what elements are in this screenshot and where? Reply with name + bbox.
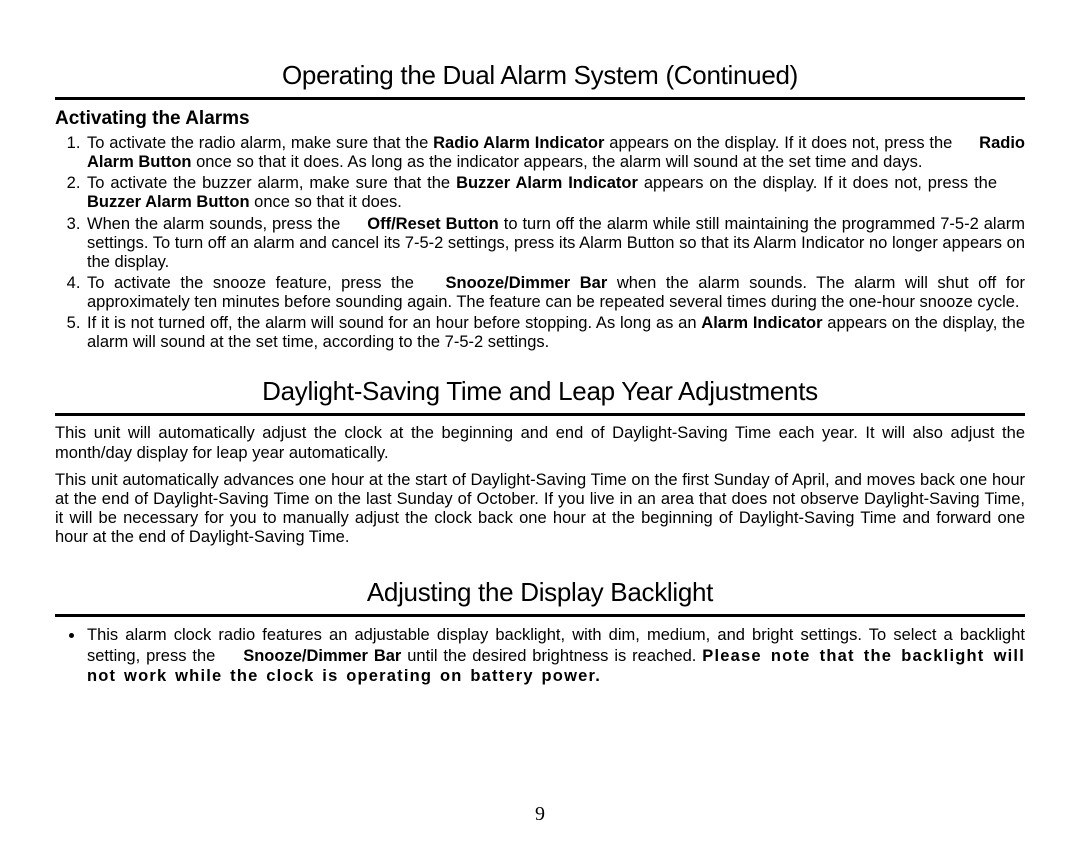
text: To activate the buzzer alarm, make sure … <box>87 174 456 192</box>
text: once so that it does. As long as the ind… <box>192 153 923 171</box>
bold-term: Off/Reset Button <box>367 215 498 233</box>
text: When the alarm sounds, press the <box>87 215 345 233</box>
dst-paragraph-2: This unit automatically advances one hou… <box>55 471 1025 548</box>
text: appears on the display. If it does not, … <box>604 134 957 152</box>
text: To activate the snooze feature, press th… <box>87 274 424 292</box>
list-item: To activate the snooze feature, press th… <box>85 274 1025 312</box>
bold-term: Snooze/Dimmer Bar <box>446 274 608 292</box>
list-item: This alarm clock radio features an adjus… <box>85 625 1025 687</box>
text: If it is not turned off, the alarm will … <box>87 314 701 332</box>
section-title-dst: Daylight-Saving Time and Leap Year Adjus… <box>55 376 1025 416</box>
text: To activate the radio alarm, make sure t… <box>87 134 433 152</box>
bold-term: Buzzer Alarm Indicator <box>456 174 638 192</box>
subhead-activating: Activating the Alarms <box>55 108 1025 130</box>
bold-term: Alarm Indicator <box>701 314 822 332</box>
bold-term: Buzzer Alarm Button <box>87 193 250 211</box>
alarm-steps-list: To activate the radio alarm, make sure t… <box>55 134 1025 352</box>
list-item: To activate the buzzer alarm, make sure … <box>85 174 1025 212</box>
section-title-operating: Operating the Dual Alarm System (Continu… <box>55 60 1025 100</box>
backlight-list: This alarm clock radio features an adjus… <box>55 625 1025 687</box>
section-title-backlight: Adjusting the Display Backlight <box>55 577 1025 617</box>
bold-term: Snooze/Dimmer Bar <box>243 647 401 665</box>
dst-paragraph-1: This unit will automatically adjust the … <box>55 424 1025 462</box>
list-item: When the alarm sounds, press the Off/Res… <box>85 215 1025 272</box>
page-number: 9 <box>0 803 1080 826</box>
text: once so that it does. <box>250 193 402 211</box>
bold-term: Radio Alarm Indicator <box>433 134 604 152</box>
list-item: To activate the radio alarm, make sure t… <box>85 134 1025 172</box>
text: until the desired brightness is reached. <box>401 647 702 665</box>
text: appears on the display. If it does not, … <box>638 174 1003 192</box>
list-item: If it is not turned off, the alarm will … <box>85 314 1025 352</box>
